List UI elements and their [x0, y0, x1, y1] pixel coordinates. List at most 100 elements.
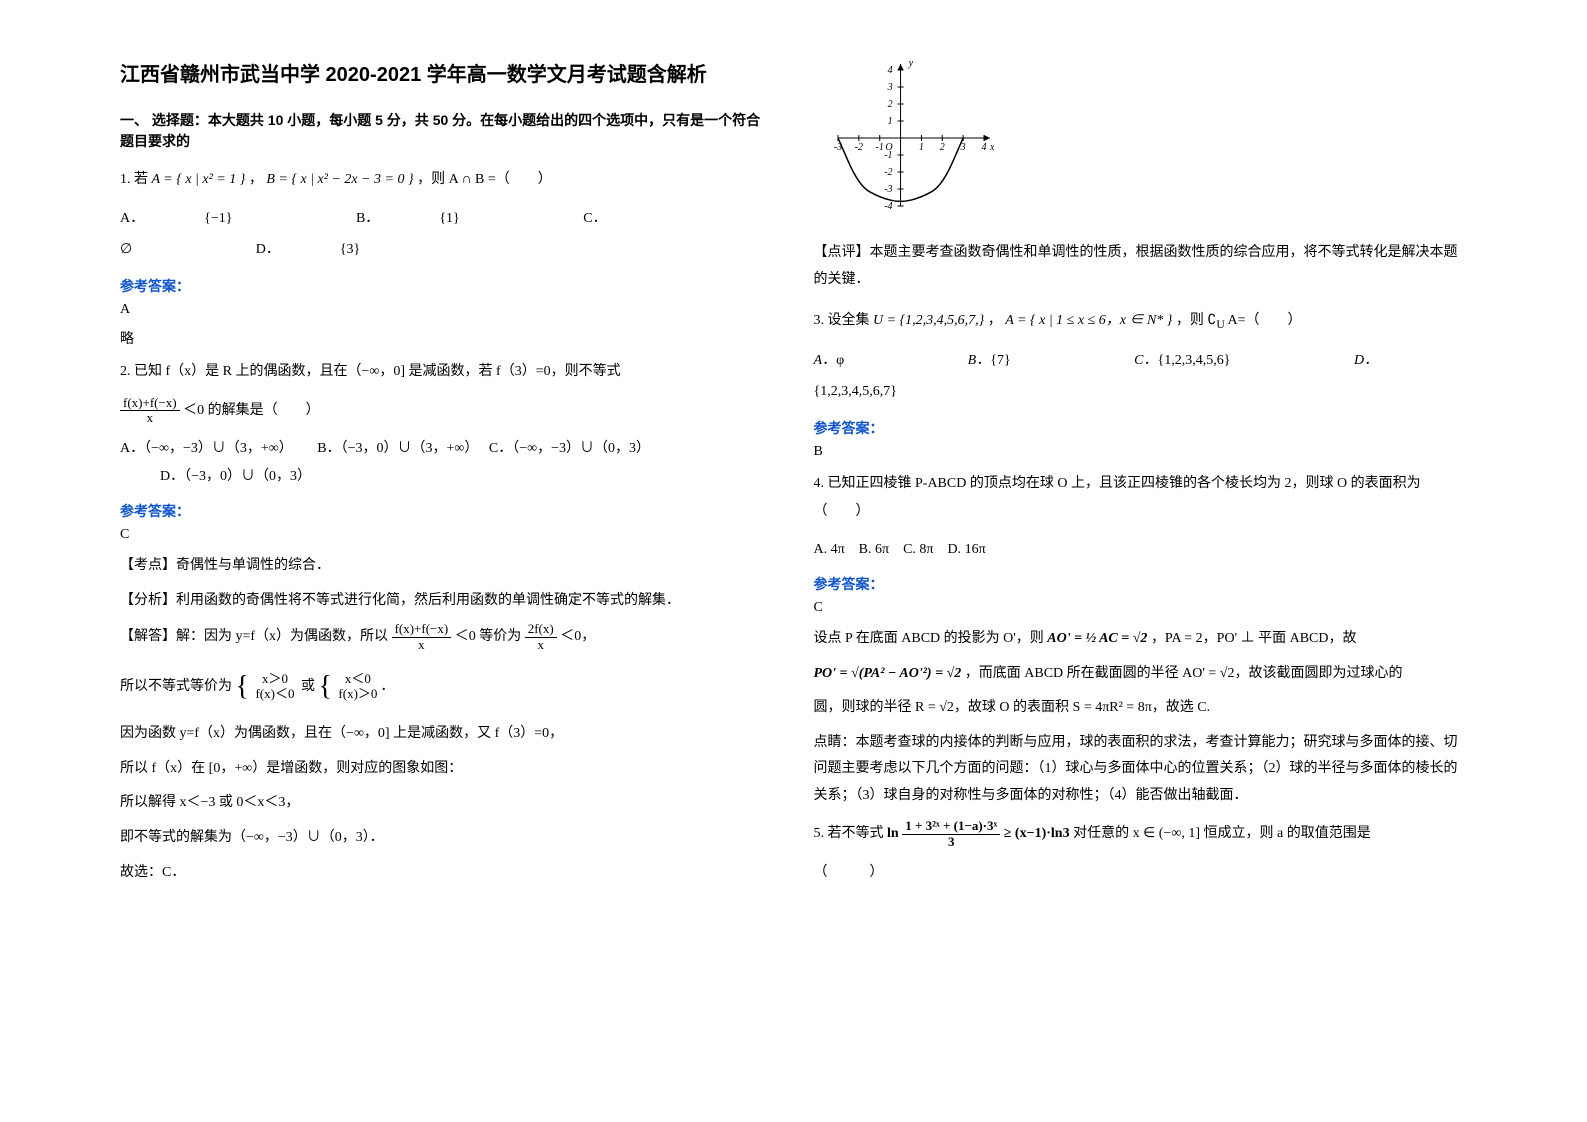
q2-ans-label: 参考答案： [120, 501, 774, 521]
page: 江西省赣州市武当中学 2020-2021 学年高一数学文月考试题含解析 一、 选… [0, 0, 1587, 1122]
section-intro: 一、 选择题：本大题共 10 小题，每小题 5 分，共 50 分。在每小题给出的… [120, 110, 774, 152]
q2-case2a: x＜0 [335, 672, 380, 686]
q1-optD: {3} [340, 242, 360, 257]
q3-optA-label: A． [814, 353, 837, 368]
q4-sol1-eq: AO' = ½ AC = √2 [1047, 631, 1147, 646]
svg-text:4: 4 [887, 65, 892, 76]
q1-optA: {−1} [204, 211, 232, 226]
q1-note: 略 [120, 328, 774, 348]
q2-stem1: 2. 已知 f（x）是 R 上的偶函数，且在（−∞，0] 是减函数，若 f（3）… [120, 358, 774, 386]
doc-title: 江西省赣州市武当中学 2020-2021 学年高一数学文月考试题含解析 [120, 60, 774, 90]
q1-optC: ∅ [120, 242, 132, 257]
q2-optD: D．（−3，0）∪（0，3） [160, 469, 311, 484]
q5-pre: 5. 若不等式 [814, 827, 884, 842]
q3-optC-label: C． [1134, 353, 1157, 368]
q1-optB-label: B． [356, 211, 379, 226]
q5-post: 对任意的 x ∈ (−∞, 1] 恒成立，则 a 的取值范围是 [1073, 827, 1371, 842]
q1-optC-label: C． [583, 211, 606, 226]
q1-optD-label: D． [256, 242, 280, 257]
right-column: -3-2-11234-4-3-2-11234Oxy 【点评】本题主要考查函数奇偶… [794, 60, 1488, 1082]
q5-ln: ln [887, 827, 899, 842]
q3-sep1: ， [988, 313, 1002, 328]
q2-sol-num2: 2f(x) [525, 622, 557, 637]
q1-optA-label: A． [120, 211, 144, 226]
q5-frac: 1 + 3²ˣ + (1−a)·3ˣ 3 [902, 819, 1000, 849]
q2-optB: B．（−3，0）∪（3，+∞） [317, 441, 471, 456]
q1-setB: B = { x | x² − 2x − 3 = 0 } [266, 172, 413, 187]
q4-sol2: PO' = √(PA² − AO'²) = √2 ，而底面 ABCD 所在截面圆… [814, 661, 1468, 688]
q4-ans: C [814, 600, 1468, 616]
q3-ans-label: 参考答案： [814, 418, 1468, 438]
q2-sol-den2: x [525, 638, 557, 652]
q2-sol-frac2: 2f(x) x [525, 622, 557, 652]
q2-optA: A．（−∞，−3）∪（3，+∞） [120, 441, 286, 456]
svg-text:-2: -2 [884, 167, 892, 178]
q2-kd: 【考点】奇偶性与单调性的综合． [120, 553, 774, 580]
q2-case1a: x＞0 [252, 672, 297, 686]
svg-text:-4: -4 [884, 201, 892, 212]
q3-optB: {7} [990, 353, 1010, 368]
svg-text:x: x [989, 142, 994, 153]
q2-case1: x＞0 f(x)＜0 [252, 672, 297, 701]
q2-case2b: f(x)＞0 [335, 687, 380, 701]
q1-ans: A [120, 302, 774, 318]
q2-sol-line1: 【解答】解：因为 y=f（x）为偶函数，所以 f(x)+f(−x) x ＜0 等… [120, 622, 774, 652]
q3-options: A．φ B．{7} C．{1,2,3,4,5,6} D．{1,2,3,4,5,6… [814, 346, 1468, 408]
svg-text:1: 1 [918, 142, 923, 153]
q4-sol2-eq: PO' = √(PA² − AO'²) = √2 [814, 666, 962, 681]
q2-sol-mid: 等价为 [479, 629, 521, 644]
q5-stem: 5. 若不等式 ln 1 + 3²ˣ + (1−a)·3ˣ 3 ≥ (x−1)·… [814, 819, 1468, 849]
q2-case2: x＜0 f(x)＞0 [335, 672, 380, 701]
q1-setA: A = { x | x² = 1 } [152, 172, 246, 187]
svg-text:O: O [885, 142, 892, 153]
q2-comment: 【点评】本题主要考查函数奇偶性和单调性的性质，根据函数性质的综合应用，将不等式转… [814, 240, 1468, 293]
svg-text:-2: -2 [854, 142, 862, 153]
q4-sol1: 设点 P 在底面 ABCD 的投影为 O'，则 AO' = ½ AC = √2 … [814, 626, 1468, 653]
svg-text:-3: -3 [884, 184, 892, 195]
q2-sol-line6: 即不等式的解集为（−∞，−3）∪（0，3）． [120, 825, 774, 852]
q2-lt: ＜0 [183, 403, 204, 418]
q1-ans-label: 参考答案： [120, 276, 774, 296]
q2-sol-pre: 【解答】解：因为 y=f（x）为偶函数，所以 [120, 629, 388, 644]
left-column: 江西省赣州市武当中学 2020-2021 学年高一数学文月考试题含解析 一、 选… [100, 60, 794, 1082]
q4-sol3: 圆，则球的半径 R = √2，故球 O 的表面积 S = 4πR² = 8π，故… [814, 695, 1468, 722]
q4-sol2b: ，而底面 ABCD 所在截面圆的半径 AO' = √2，故该截面圆即为过球心的 [965, 666, 1403, 681]
q4-stem: 4. 已知正四棱锥 P-ABCD 的顶点均在球 O 上，且该正四棱锥的各个棱长均… [814, 470, 1468, 526]
q1-options: A． {−1} B． {1} C． ∅ D． {3} [120, 204, 774, 266]
q2-ans: C [120, 527, 774, 543]
q2-frac: f(x)+f(−x) x [120, 396, 180, 426]
q2-sol-frac1: f(x)+f(−x) x [392, 622, 452, 652]
q2-options: A．（−∞，−3）∪（3，+∞） B．（−3，0）∪（3，+∞） C．（−∞，−… [120, 435, 774, 491]
svg-text:3: 3 [886, 82, 892, 93]
q2-sol-line2a: 所以不等式等价为 [120, 679, 232, 694]
q3-A: A = { x | 1 ≤ x ≤ 6，x ∈ N* } [1005, 313, 1172, 328]
q2-sol-num: f(x)+f(−x) [392, 622, 452, 637]
q1-stem: 1. 若 A = { x | x² = 1 } ， B = { x | x² −… [120, 166, 774, 194]
q2-sol-line4: 所以 f（x）在 [0，+∞）是增函数，则对应的图象如图： [120, 756, 774, 783]
svg-text:y: y [907, 60, 913, 69]
q5-geq: ≥ (x−1)·ln3 [1004, 827, 1070, 842]
svg-text:2: 2 [939, 142, 944, 153]
q3-stem: 3. 设全集 U = {1,2,3,4,5,6,7,} ， A = { x | … [814, 307, 1468, 336]
q3-sub: U [1216, 318, 1224, 331]
svg-text:2: 2 [887, 99, 892, 110]
q2-sol-line2: 所以不等式等价为 { x＞0 f(x)＜0 或 { x＜0 f(x)＞0 ． [120, 660, 774, 713]
svg-text:1: 1 [887, 116, 892, 127]
q3-ans: B [814, 444, 1468, 460]
q2-sol-post: ＜0， [560, 629, 595, 644]
q3-post: ，则 ∁ [1176, 313, 1216, 328]
q2-frac-num: f(x)+f(−x) [120, 396, 180, 411]
q3-U: U = {1,2,3,4,5,6,7,} [873, 313, 984, 328]
graph-svg: -3-2-11234-4-3-2-11234Oxy [814, 60, 994, 230]
q2-sol-line5: 所以解得 x＜−3 或 0＜x＜3， [120, 790, 774, 817]
q1-sep: ， [249, 172, 263, 187]
q2-or: 或 [301, 679, 315, 694]
q2-optC: C．（−∞，−3）∪（0，3） [489, 441, 650, 456]
q2-stem2: 的解集是（ ） [208, 403, 320, 418]
q2-fx: 【分析】利用函数的奇偶性将不等式进行化简，然后利用函数的单调性确定不等式的解集． [120, 588, 774, 615]
q5-tail: （ ） [814, 859, 1468, 887]
q2-sol-line7: 故选：C． [120, 860, 774, 887]
q3-optD-label: D． [1354, 353, 1378, 368]
q1-optB: {1} [439, 211, 459, 226]
q3-optC: {1,2,3,4,5,6} [1158, 353, 1231, 368]
